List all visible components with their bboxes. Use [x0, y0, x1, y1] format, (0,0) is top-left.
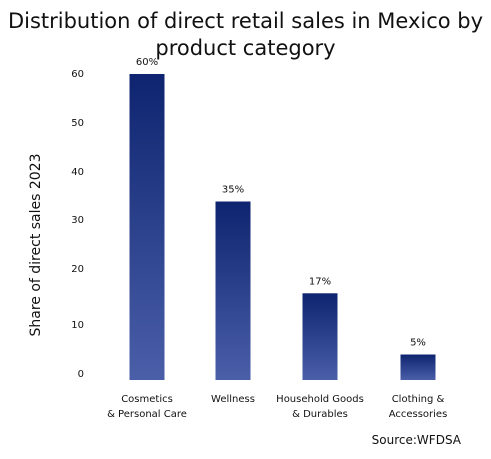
bar-3: [400, 354, 436, 380]
y-tick-label-20: 20: [71, 264, 84, 275]
x-tick-label-3-0: Clothing &: [392, 394, 445, 405]
data-label-3: 5%: [410, 338, 426, 349]
x-tick-label-0-1: & Personal Care: [107, 409, 187, 420]
x-tick-label-0-0: Cosmetics: [121, 394, 173, 405]
y-tick-label-10: 10: [71, 320, 84, 331]
data-label-1: 35%: [222, 185, 244, 196]
bar-1: [215, 201, 251, 380]
y-tick-label-60: 60: [71, 69, 84, 80]
y-tick-label-40: 40: [71, 167, 84, 178]
y-tick-label-50: 50: [71, 118, 84, 129]
y-tick-label-0: 0: [78, 369, 84, 380]
data-labels: 60% 35% 17% 5%: [136, 57, 426, 349]
x-tick-label-2-1: & Durables: [292, 409, 348, 420]
bar-0: [129, 74, 165, 380]
x-axis-labels: Cosmetics & Personal Care Wellness Househol…: [107, 394, 447, 420]
y-tick-label-30: 30: [71, 215, 84, 226]
bar-2: [302, 293, 338, 380]
bars: [129, 74, 436, 380]
chart-title: Distribution of direct retail sales in M…: [0, 8, 491, 62]
source-note: Source:WFDSA: [371, 433, 461, 447]
x-tick-label-2-0: Household Goods: [276, 394, 364, 405]
y-axis-ticks: 0 10 20 30 40 50 60: [71, 69, 84, 380]
data-label-0: 60%: [136, 57, 158, 68]
x-tick-label-1-0: Wellness: [211, 394, 255, 405]
chart-title-line-2: product category: [155, 36, 336, 60]
data-label-2: 17%: [309, 276, 331, 287]
chart-title-line-1: Distribution of direct retail sales in M…: [7, 9, 484, 33]
x-tick-label-3-1: Accessories: [389, 409, 448, 420]
